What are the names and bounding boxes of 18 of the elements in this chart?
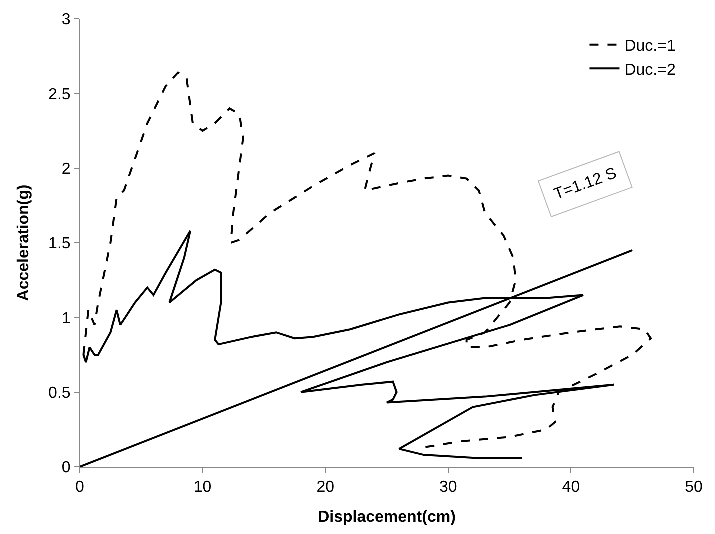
y-tick-label: 1.5 bbox=[48, 236, 71, 253]
x-axis-title: Displacement(cm) bbox=[318, 508, 456, 526]
y-tick-label: 0.5 bbox=[48, 384, 71, 402]
y-tick-label: 3 bbox=[62, 12, 71, 29]
x-tick-label: 40 bbox=[562, 479, 580, 496]
legend-label: Duc.=2 bbox=[624, 62, 676, 79]
x-tick-label: 20 bbox=[316, 479, 335, 496]
x-tick-label: 0 bbox=[76, 479, 85, 496]
y-tick-label: 2.5 bbox=[48, 86, 71, 104]
annotation: T=1.12 S bbox=[552, 165, 620, 204]
y-tick-label: 1 bbox=[62, 310, 71, 328]
legend-label: Duc.=1 bbox=[624, 38, 676, 56]
x-tick-label: 30 bbox=[440, 479, 458, 496]
y-tick-label: 0 bbox=[62, 460, 71, 477]
y-tick-label: 2 bbox=[62, 160, 71, 178]
x-tick-label: 50 bbox=[685, 479, 703, 496]
y-axis-title: Acceleration(g) bbox=[15, 184, 32, 302]
x-tick-label: 10 bbox=[194, 479, 212, 496]
